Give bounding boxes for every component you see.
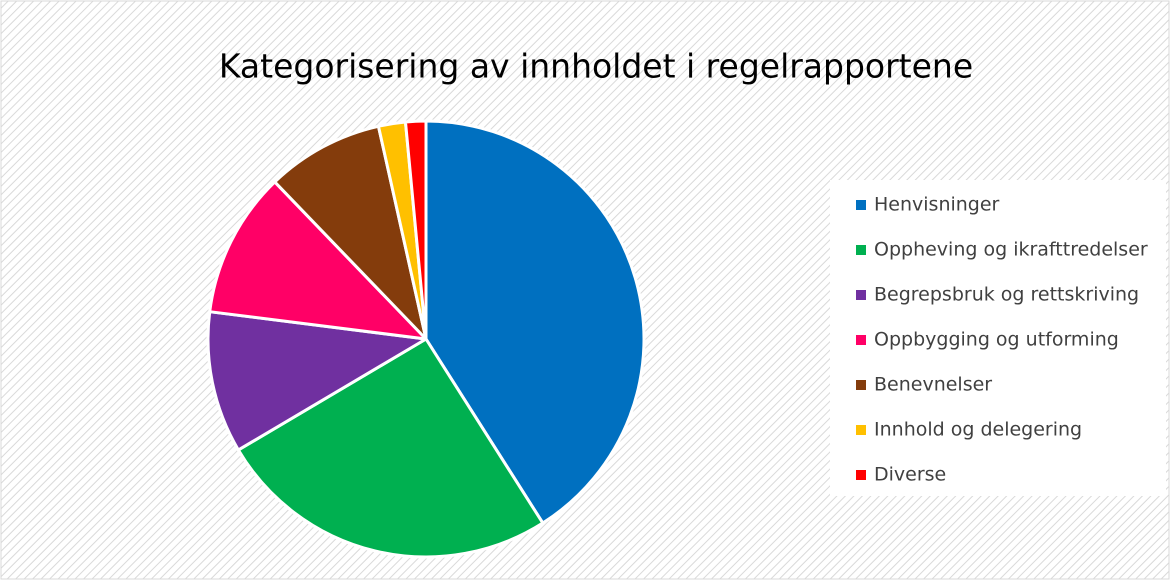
- legend-label: Begrepsbruk og rettskriving: [874, 284, 1139, 306]
- legend-swatch: [856, 335, 866, 345]
- pie-slice: [206, 310, 428, 452]
- pie: [206, 119, 646, 559]
- pie-slice: [208, 180, 428, 341]
- legend-label: Diverse: [874, 464, 946, 486]
- legend: Henvisninger Oppheving og ikrafttredelser…: [856, 194, 1148, 486]
- pie-slice: [403, 119, 428, 341]
- legend-swatch: [856, 380, 866, 390]
- legend-swatch: [856, 425, 866, 435]
- legend-swatch: [856, 245, 866, 255]
- legend-label: Benevnelser: [874, 374, 992, 396]
- legend-label: Oppheving og ikrafttredelser: [874, 239, 1148, 261]
- legend-label: Henvisninger: [874, 194, 1000, 216]
- legend-label: Oppbygging og utforming: [874, 329, 1119, 351]
- legend-swatch: [856, 470, 866, 480]
- legend-box: [830, 180, 1166, 496]
- legend-label: Innhold og delegering: [874, 419, 1082, 441]
- legend-swatch: [856, 290, 866, 300]
- chart-title: Kategorisering av innholdet i regelrappo…: [219, 47, 973, 86]
- legend-swatch: [856, 200, 866, 210]
- pie-slice: [236, 337, 545, 559]
- pie-slice: [273, 124, 428, 341]
